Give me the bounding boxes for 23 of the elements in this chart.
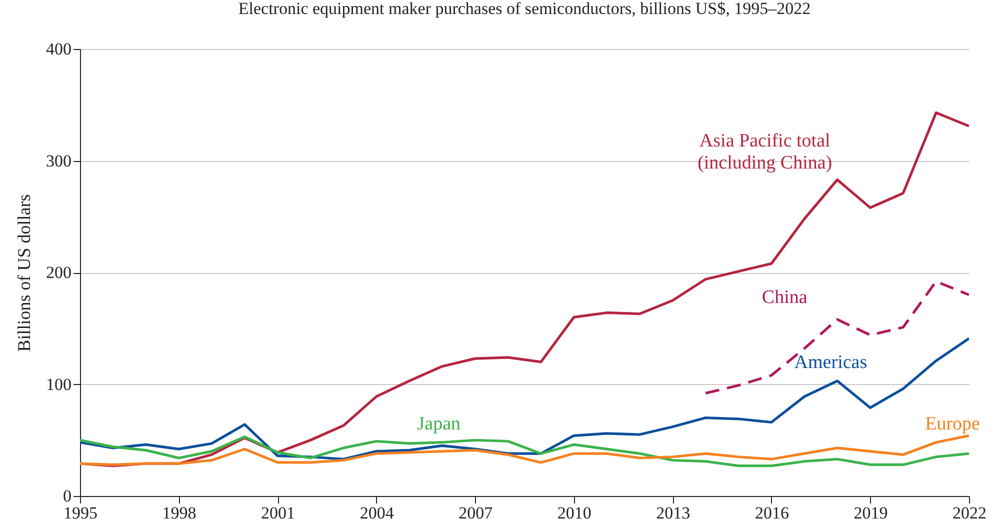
series-label: Japan (417, 413, 462, 434)
y-tick-label: 100 (46, 374, 72, 394)
series-label: Americas (794, 352, 868, 373)
series-label: Europe (925, 413, 980, 434)
x-tick-label: 2001 (261, 504, 296, 522)
y-tick-label: 300 (46, 151, 72, 170)
y-tick-label: 200 (46, 263, 72, 282)
series-label: Asia Pacific total (including China) (698, 130, 832, 174)
y-tick-label: 400 (46, 40, 72, 58)
line-series (704, 280, 969, 394)
x-tick-label: 2010 (557, 504, 592, 522)
x-tick-label: 2022 (952, 504, 986, 522)
x-tick-label: 2004 (360, 504, 394, 522)
series-label: China (762, 287, 808, 308)
x-tick-label: 1998 (162, 504, 196, 522)
y-axis-title: Billions of US dollars (14, 194, 34, 352)
x-tick-label: 2019 (854, 504, 888, 522)
x-tick-label: 2013 (656, 504, 690, 522)
x-tick-label: 2016 (754, 504, 789, 522)
y-tick-label: 0 (63, 486, 72, 506)
x-tick-label: 2007 (458, 504, 494, 522)
x-tick-label: 1995 (64, 504, 98, 522)
chart-title: Electronic equipment maker purchases of semiconductors, billions US$, 1995–2022 (238, 0, 811, 18)
